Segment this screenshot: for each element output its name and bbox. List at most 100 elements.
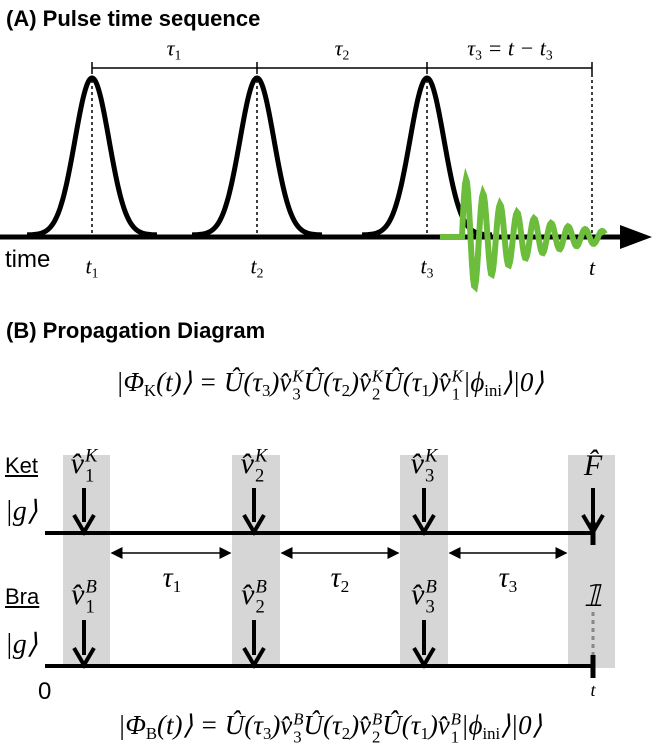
math-part: B (293, 709, 304, 729)
math-part: B (450, 709, 462, 729)
panel-b-title: (B) Propagation Diagram (6, 318, 266, 343)
math-part: 1 (85, 596, 95, 617)
math-part: t (588, 255, 596, 280)
math-part: Û(τ (303, 367, 342, 398)
math-part: τ (334, 35, 343, 61)
math-part: )v̂ (270, 367, 292, 398)
interval-label: τ2 (334, 35, 350, 63)
math-part: )v̂ (350, 710, 372, 741)
math-part: 1 (174, 47, 182, 63)
math-part: |g⟩ (5, 496, 38, 527)
ket-label: Ket (5, 453, 39, 478)
math-part: )v̂ (271, 710, 293, 741)
math-part: t (250, 253, 257, 279)
math-part: 1 (451, 384, 461, 403)
math-part: Û(τ (383, 367, 422, 398)
math-part: B (145, 724, 158, 744)
math-part: 3 (545, 47, 553, 63)
math-part: 𝟙 (583, 580, 603, 613)
math-part: τ (166, 35, 175, 61)
math-part: Û(τ (303, 710, 342, 741)
interval-label: τ3 (499, 564, 518, 596)
math-part: 3 (262, 724, 272, 744)
interval-label: τ2 (331, 564, 350, 596)
math-part: |Φ (116, 367, 145, 398)
bra-state: |g⟩ (5, 631, 38, 659)
time-label: t (589, 257, 595, 279)
math-part: B (372, 709, 383, 729)
pulse (27, 75, 157, 238)
bra-label: Bra (5, 584, 40, 609)
math-part: K (254, 445, 268, 467)
math-part: t (420, 253, 427, 279)
math-part: 2 (341, 381, 351, 401)
time-label: t2 (250, 253, 264, 281)
math-part: ini (484, 381, 502, 401)
bra-operator: v̂ B 1 (71, 577, 97, 616)
math-part: K (144, 381, 157, 401)
math-part: 2 (256, 265, 264, 281)
math-part: 2 (254, 465, 265, 486)
math-part: (t)⟩ = Û(τ (156, 367, 262, 398)
interval-label: τ1 (163, 564, 182, 596)
math-part: 1 (421, 381, 430, 401)
math-part: |g⟩ (5, 629, 38, 660)
panel-a-title: (A) Pulse time sequence (6, 6, 261, 31)
math-part: |ϕ (461, 710, 483, 741)
math-part: K (292, 366, 304, 386)
math-part: (t)⟩ = Û(τ (157, 710, 263, 741)
bra-operator: v̂ B 2 (241, 577, 267, 616)
math-part: 3 (261, 381, 271, 401)
math-part: = t − t (481, 35, 546, 61)
bra-operator: 𝟙 (583, 582, 602, 612)
math-part: K (372, 366, 384, 386)
math-part: 2 (372, 727, 381, 746)
math-part: )v̂ (350, 367, 372, 398)
origin-label: 0 (38, 678, 52, 705)
math-part: 3 (424, 465, 435, 486)
math-part: 2 (341, 724, 351, 744)
math-part: )v̂ (429, 367, 451, 398)
math-part: 1 (172, 576, 182, 596)
time-label: t1 (85, 253, 99, 281)
math-part: B (85, 576, 97, 598)
math-part: 3 (292, 384, 301, 403)
ket-operator: F̂ (584, 451, 602, 481)
ket-state: |g⟩ (5, 498, 38, 526)
math-part: 3 (426, 265, 434, 281)
math-part: v̂ (241, 577, 255, 611)
math-part: ⟩|0⟩ (500, 710, 543, 741)
math-part: 2 (255, 596, 265, 617)
math-part: )v̂ (428, 710, 450, 741)
math-part: 1 (450, 727, 460, 746)
math-part: B (255, 576, 267, 598)
math-part: K (451, 366, 463, 386)
signal-wave (440, 167, 608, 293)
math-part: K (84, 445, 98, 467)
math-part: v̂ (410, 446, 424, 480)
math-part: K (424, 445, 438, 467)
math-part: ⟩|0⟩ (501, 367, 544, 398)
math-part: 1 (91, 265, 99, 281)
math-part: t (85, 253, 92, 279)
ket-operator: v̂ K 2 (241, 446, 268, 485)
math-part: t (590, 680, 596, 700)
math-part: 3 (475, 47, 482, 63)
math-part: v̂ (240, 446, 254, 480)
math-part: B (425, 576, 437, 598)
math-part: 3 (293, 727, 302, 746)
math-part: v̂ (71, 577, 85, 611)
bra-equation: |ΦB(t)⟩ = Û(τ3)v̂ B 3 Û(τ2)v̂ B 2 Û(τ1)v̂ B 1 |ϕi… (118, 710, 542, 745)
ket-equation: |ΦK(t)⟩ = Û(τ3)v̂ K 3 Û(τ2)v̂ K 2 Û(τ1)v̂ K 1 |ϕi… (116, 367, 544, 402)
bra-operator: v̂ B 3 (411, 577, 437, 616)
math-part: ini (482, 724, 501, 744)
